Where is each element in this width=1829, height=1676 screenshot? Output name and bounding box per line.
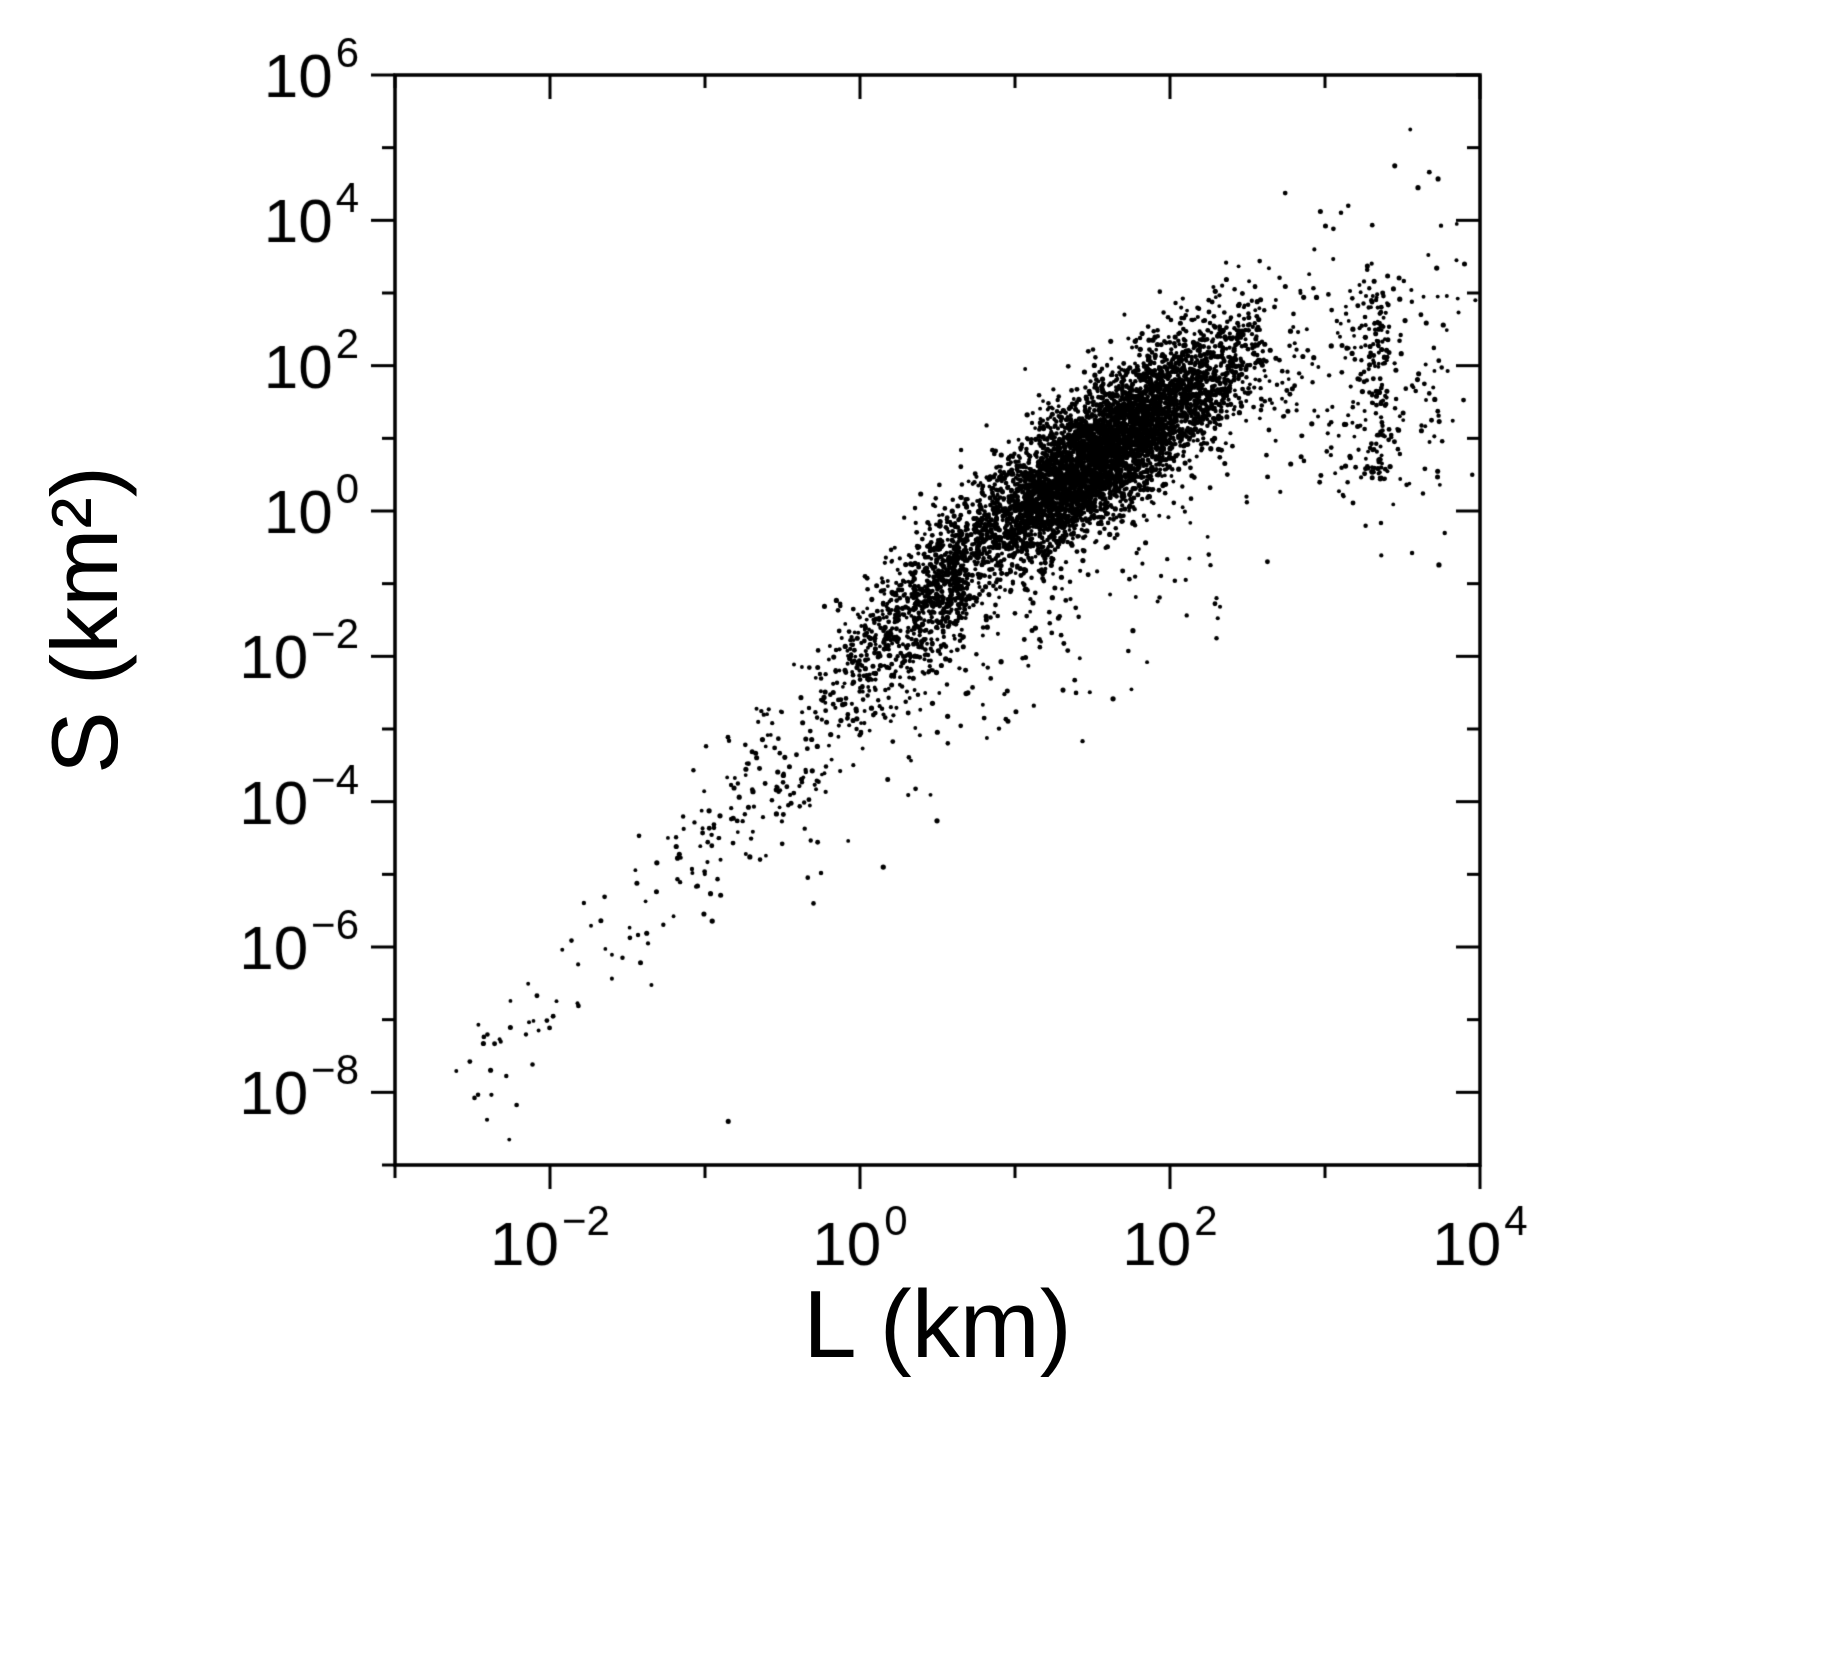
x-axis-label: L (km) <box>803 1271 1072 1378</box>
y-axis-label: S (km²) <box>32 465 137 775</box>
